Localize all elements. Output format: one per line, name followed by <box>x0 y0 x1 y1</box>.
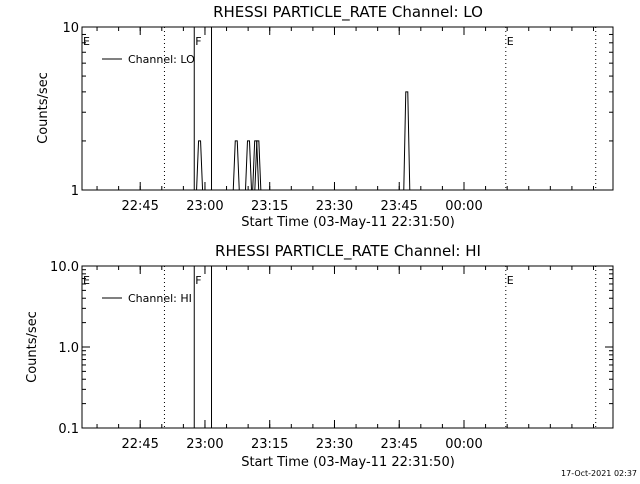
y-tick-label-hi: 1.0 <box>58 341 79 356</box>
chart-title-lo: RHESSI PARTICLE_RATE Channel: LO <box>213 3 483 22</box>
plot-frame-lo <box>81 26 614 191</box>
data-spike-lo <box>244 140 252 191</box>
y-tick-label-lo: 10 <box>62 21 79 36</box>
x-tick-label-hi: 22:45 <box>121 437 158 452</box>
event-marker-label-hi: F <box>195 274 201 287</box>
event-marker-label-hi: E <box>83 274 90 287</box>
plot-frame-hi <box>81 265 614 429</box>
data-spike-lo <box>403 91 411 191</box>
chart-title-hi: RHESSI PARTICLE_RATE Channel: HI <box>215 242 481 261</box>
event-marker-label-lo: F <box>195 35 201 48</box>
x-axis-label-hi: Start Time (03-May-11 22:31:50) <box>241 455 455 470</box>
x-tick-label-lo: 22:45 <box>121 199 158 214</box>
event-marker-label-lo: E <box>507 35 514 48</box>
data-spike-lo <box>196 140 204 191</box>
x-tick-label-lo: 23:15 <box>251 199 288 214</box>
data-spike-lo <box>254 140 262 191</box>
footer-timestamp: 17-Oct-2021 02:37 <box>561 469 637 478</box>
x-tick-label-lo: 23:30 <box>316 199 353 214</box>
chart-marks: 1 10 22:45 23:00 23:15 23:30 23:45 00:00 E F E 0.1 1… <box>50 21 614 452</box>
event-marker-label-lo: E <box>83 35 90 48</box>
y-tick-label-lo: 1 <box>71 184 79 199</box>
x-tick-label-hi: 00:00 <box>445 437 482 452</box>
x-tick-label-hi: 23:15 <box>251 437 288 452</box>
x-tick-label-hi: 23:00 <box>186 437 223 452</box>
x-tick-label-lo: 00:00 <box>445 199 482 214</box>
legend-label-lo: Channel: LO <box>128 53 195 66</box>
y-axis-label-lo: Counts/sec <box>36 72 51 144</box>
legend-label-hi: Channel: HI <box>128 292 192 305</box>
y-tick-label-hi: 10.0 <box>50 260 79 275</box>
x-tick-label-hi: 23:45 <box>380 437 417 452</box>
x-tick-label-hi: 23:30 <box>316 437 353 452</box>
x-tick-label-lo: 23:00 <box>186 199 223 214</box>
event-marker-label-hi: E <box>507 274 514 287</box>
y-tick-label-hi: 0.1 <box>58 422 79 437</box>
data-spike-lo <box>252 140 260 191</box>
y-axis-label-hi: Counts/sec <box>25 311 40 383</box>
data-spike-lo <box>232 140 240 191</box>
x-axis-label-lo: Start Time (03-May-11 22:31:50) <box>241 215 455 230</box>
x-tick-label-lo: 23:45 <box>380 199 417 214</box>
